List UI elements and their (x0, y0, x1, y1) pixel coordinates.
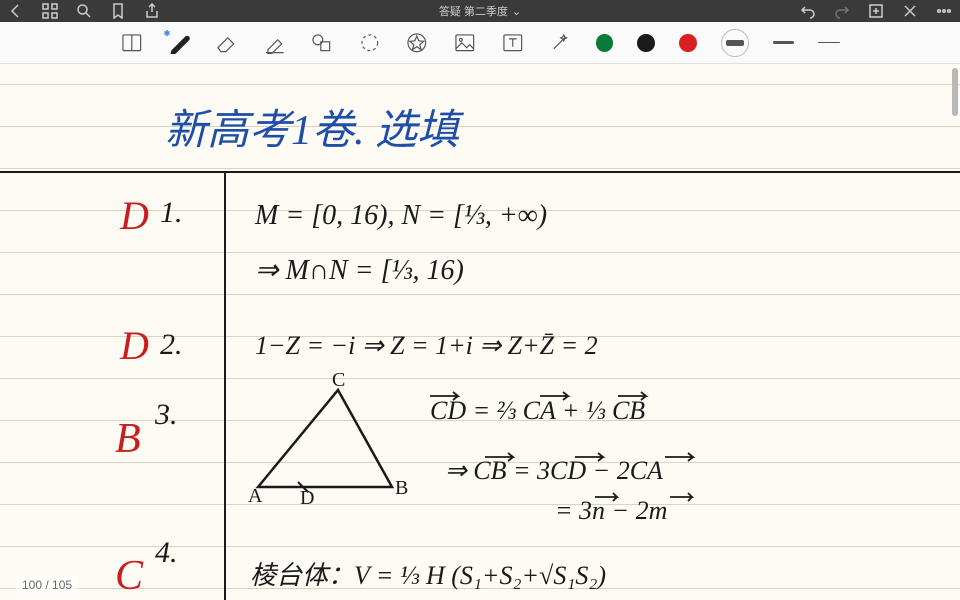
read-mode-icon[interactable] (120, 31, 144, 55)
tri-C: C (332, 369, 345, 391)
lasso-tool-icon[interactable] (358, 31, 382, 55)
q4-line: 棱台体：V = ⅓ H (S₁+S₂+√S₁S₂) (250, 561, 606, 590)
answer-2-letter: D (119, 323, 149, 368)
page-counter: 100 / 105 (16, 576, 78, 594)
share-icon[interactable] (144, 3, 160, 19)
handwriting-layer: 新高考1卷. 选填 D 1. D 2. B 3. C 4. M = [0, 16… (0, 64, 960, 600)
answer-4-letter: C (115, 553, 144, 599)
q3-l3: = 3n − 2m (555, 496, 667, 525)
toolbar: ✱ (0, 22, 960, 64)
bluetooth-badge-icon: ✱ (164, 29, 171, 38)
search-icon[interactable] (76, 3, 92, 19)
add-page-icon[interactable] (868, 3, 884, 19)
answer-1-num: 1. (160, 196, 183, 229)
triangle-sketch (258, 390, 392, 487)
back-icon[interactable] (8, 3, 24, 19)
answer-4-num: 4. (155, 536, 178, 569)
answer-2-num: 2. (160, 328, 183, 361)
top-nav: 答疑 第二季度 ⌄ (0, 0, 960, 22)
q3-vec: CD = ⅔ CA + ⅓ CB (430, 396, 645, 425)
title-handwriting: 新高考1卷. 选填 (165, 108, 465, 154)
image-tool-icon[interactable] (453, 31, 477, 55)
pen-tool-icon[interactable]: ✱ (168, 31, 192, 55)
top-nav-left (8, 3, 160, 19)
more-icon[interactable] (902, 3, 918, 19)
highlighter-tool-icon[interactable] (263, 31, 287, 55)
undo-icon[interactable] (800, 3, 816, 19)
document-title[interactable]: 答疑 第二季度 ⌄ (439, 3, 521, 19)
text-tool-icon[interactable] (501, 31, 525, 55)
answer-1-letter: D (119, 193, 149, 238)
q1-line2: ⇒ M∩N = [⅓, 16) (255, 255, 464, 286)
scrollbar-thumb[interactable] (952, 68, 958, 116)
stroke-thin[interactable] (818, 42, 840, 44)
redo-icon[interactable] (834, 3, 850, 19)
magic-tool-icon[interactable] (548, 31, 572, 55)
note-canvas[interactable]: 新高考1卷. 选填 D 1. D 2. B 3. C 4. M = [0, 16… (0, 64, 960, 600)
color-black[interactable] (637, 34, 655, 52)
answer-3-num: 3. (154, 398, 178, 431)
title-text: 答疑 第二季度 (439, 3, 508, 19)
shapes-tool-icon[interactable] (310, 31, 334, 55)
tri-B: B (395, 477, 408, 499)
title-chevron-icon: ⌄ (512, 5, 521, 18)
stroke-med[interactable] (773, 41, 795, 44)
q1-line1: M = [0, 16), N = [⅓, +∞) (254, 200, 547, 231)
answer-3-letter: B (115, 416, 141, 462)
scrollbar[interactable] (950, 64, 958, 600)
top-nav-right (800, 3, 952, 19)
menu-dots-icon[interactable] (936, 3, 952, 19)
q2-line: 1−Z = −i ⇒ Z = 1+i ⇒ Z+Z̄ = 2 (255, 331, 598, 360)
eraser-tool-icon[interactable] (215, 31, 239, 55)
color-green[interactable] (596, 34, 614, 52)
color-red[interactable] (679, 34, 697, 52)
tri-A: A (248, 485, 263, 507)
q3-l2: ⇒ CB = 3CD − 2CA (445, 456, 663, 485)
stamp-tool-icon[interactable] (405, 31, 429, 55)
stroke-thick[interactable] (721, 29, 749, 57)
bookmark-icon[interactable] (110, 3, 126, 19)
grid-icon[interactable] (42, 3, 58, 19)
